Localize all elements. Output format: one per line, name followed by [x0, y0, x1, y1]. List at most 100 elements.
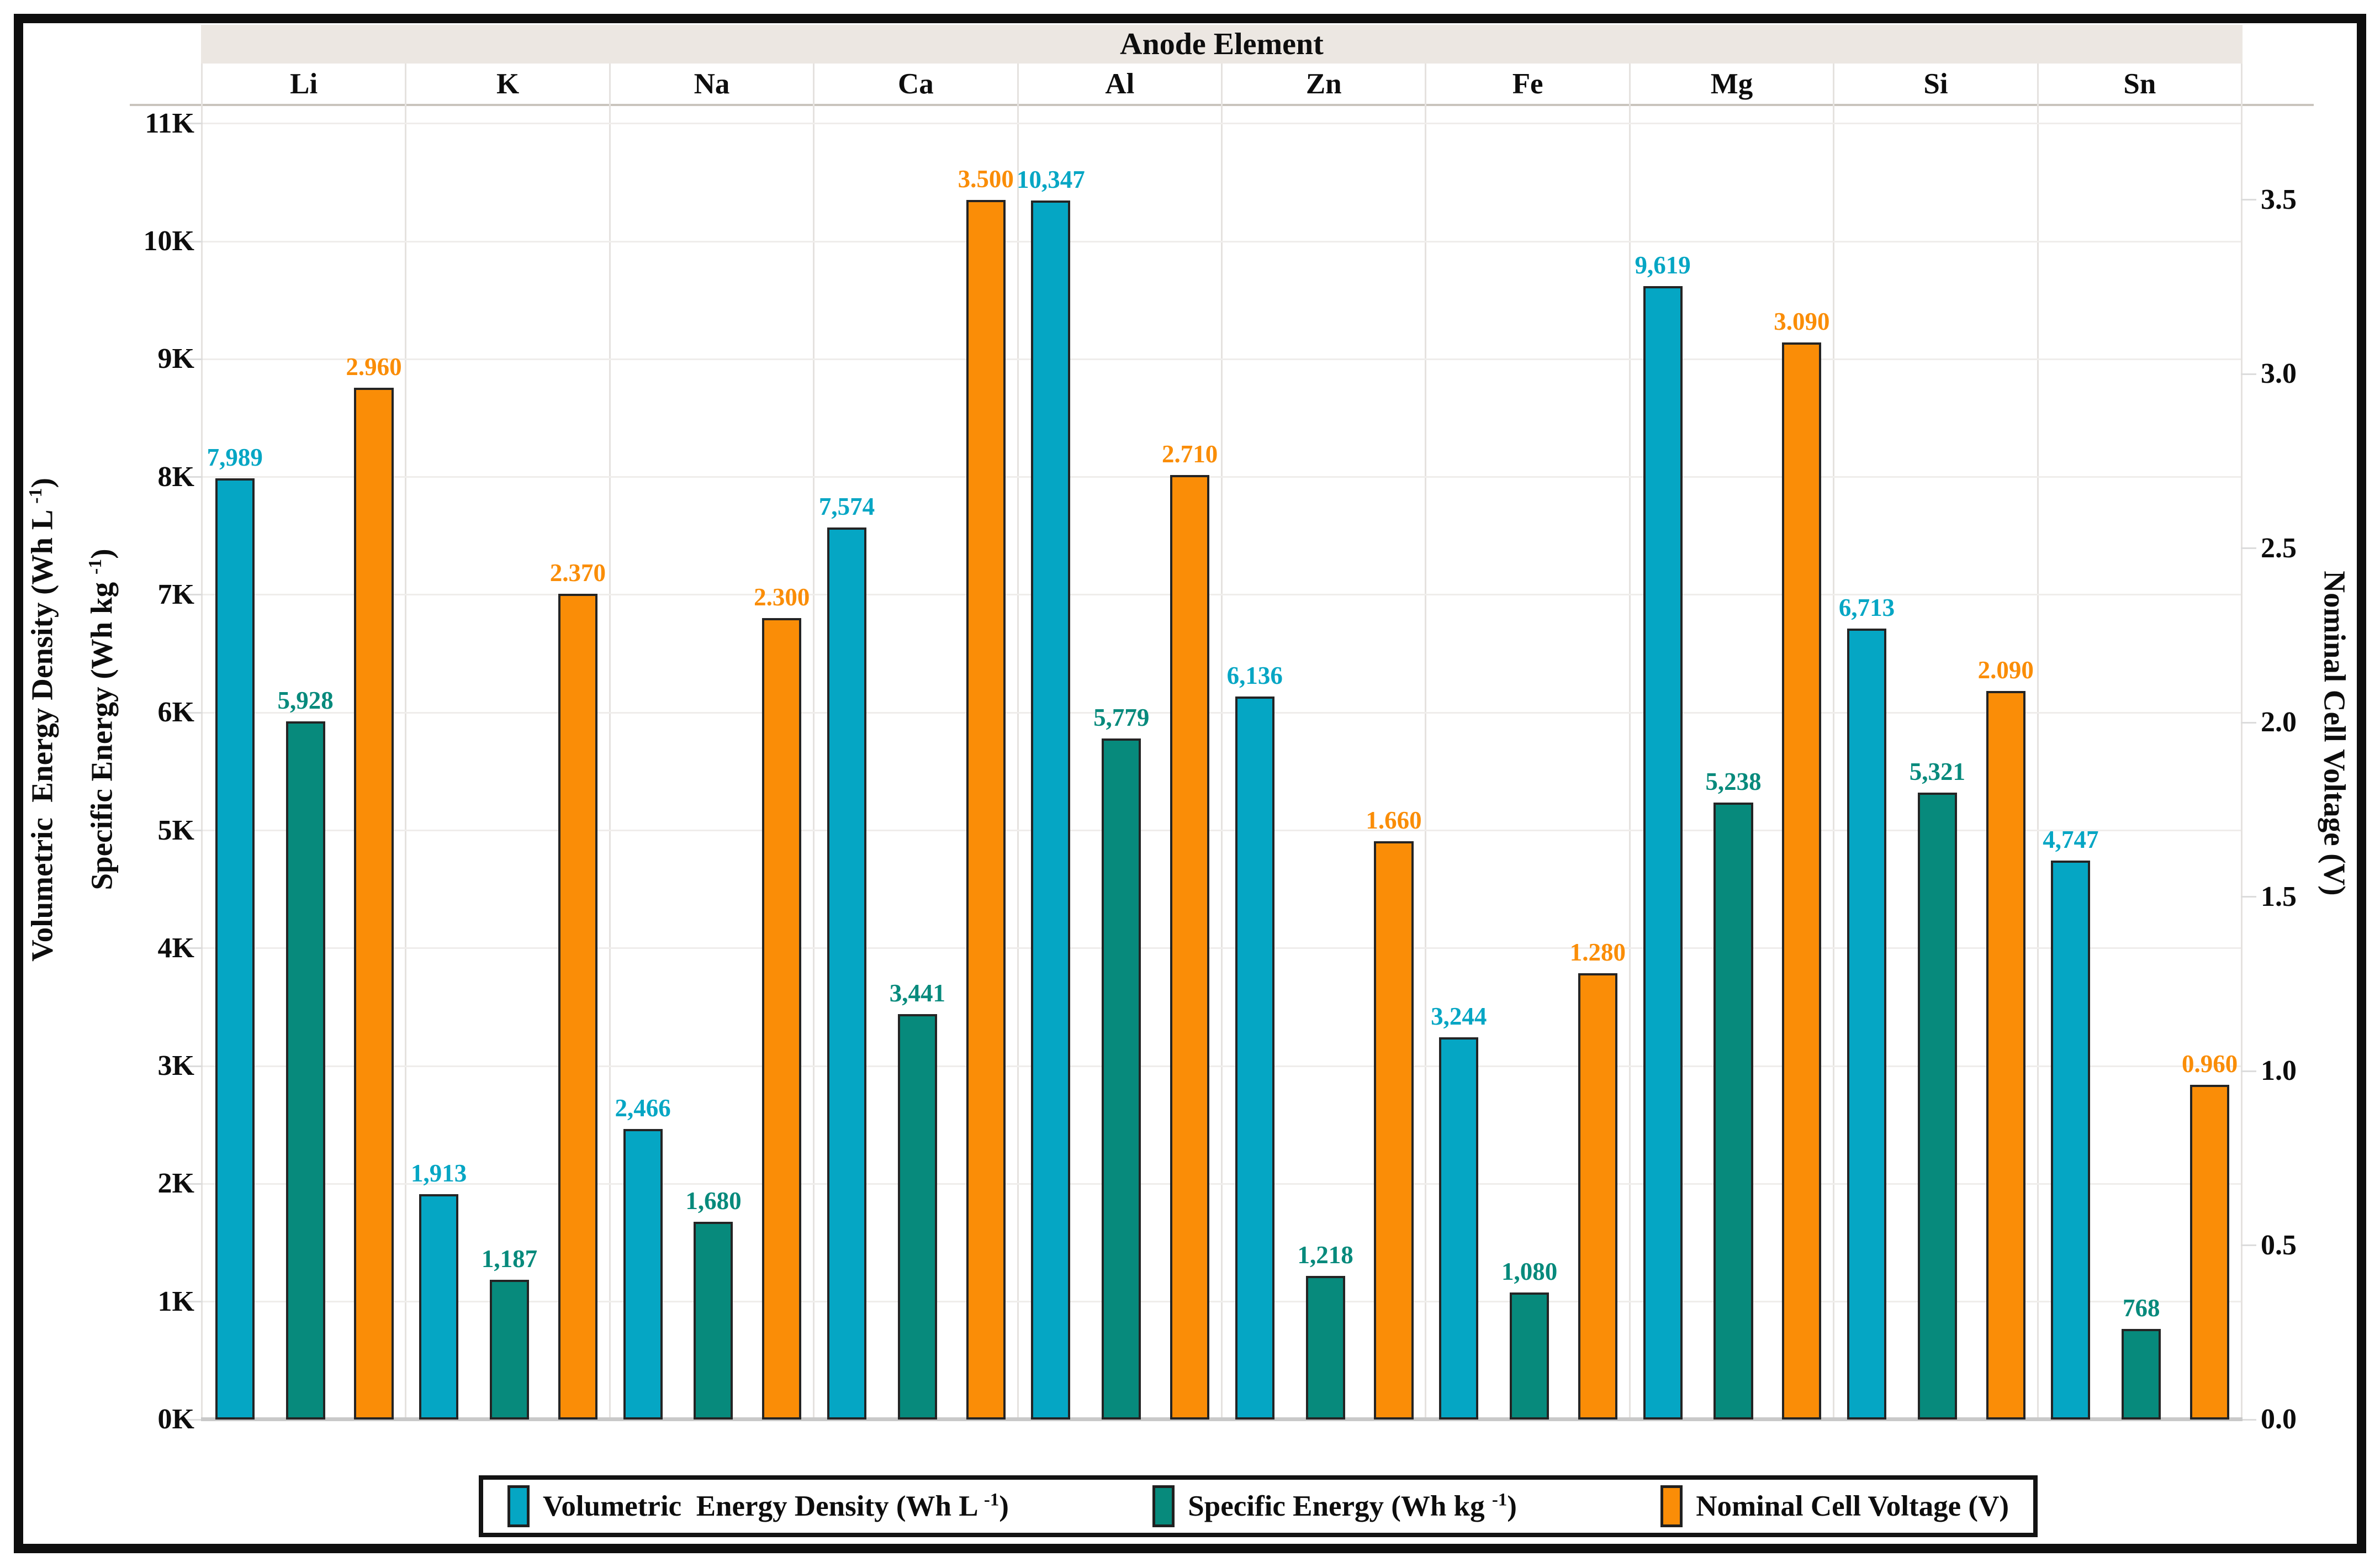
gridline-7k — [203, 594, 2241, 596]
value-label-volumetric-ca: 7,574 — [818, 493, 875, 520]
value-label-voltage-al: 2.710 — [1161, 440, 1218, 468]
legend-swatch-volumetric-icon — [507, 1485, 530, 1527]
value-label-specific-sn: 768 — [2123, 1294, 2160, 1322]
column-si: 6,713 5,321 2.090 — [1833, 104, 2037, 1420]
left-axis-title-volumetric-sup: -1 — [25, 488, 46, 504]
value-label-volumetric-sn: 4,747 — [2043, 826, 2099, 853]
category-header-k: K — [405, 64, 609, 104]
left-tick-mark-7k — [177, 594, 203, 596]
gridline-6k — [203, 711, 2241, 714]
bar-voltage-al — [1170, 475, 1210, 1420]
bar-volumetric-k — [419, 1194, 459, 1420]
value-label-specific-si: 5,321 — [1909, 758, 1965, 785]
value-label-volumetric-al: 10,347 — [1017, 166, 1085, 193]
gridline-4k — [203, 947, 2241, 949]
left-tick-10k: 10K — [143, 225, 194, 257]
right-tick-2.0: 2.0 — [2261, 706, 2297, 738]
left-tick-mark-6k — [177, 711, 203, 714]
right-tick-mark-1.0 — [2241, 1070, 2256, 1072]
legend-label-voltage: Nominal Cell Voltage (V) — [1696, 1490, 2009, 1523]
right-tick-mark-1.5 — [2241, 896, 2256, 898]
category-header-zn: Zn — [1221, 64, 1425, 104]
right-tick-mark-0.5 — [2241, 1244, 2256, 1247]
value-label-specific-li: 5,928 — [277, 687, 334, 714]
bar-voltage-k — [558, 594, 597, 1420]
right-tick-mark-3.0 — [2241, 373, 2256, 375]
legend-item-voltage: Nominal Cell Voltage (V) — [1660, 1485, 2009, 1527]
gridline-11k — [203, 123, 2241, 125]
x-axis-baseline — [201, 1417, 2243, 1421]
bar-voltage-fe — [1578, 973, 1617, 1420]
category-header-si: Si — [1833, 64, 2037, 104]
left-tick-5k: 5K — [157, 814, 194, 846]
legend-label-volumetric-sup: -1 — [983, 1490, 999, 1510]
column-ca: 7,574 3,441 3.500 — [813, 104, 1017, 1420]
category-header-fe: Fe — [1425, 64, 1628, 104]
category-header-na: Na — [609, 64, 813, 104]
bar-voltage-li — [354, 388, 394, 1420]
right-tick-mark-3.5 — [2241, 199, 2256, 201]
value-label-voltage-si: 2.090 — [1977, 656, 2034, 684]
bar-specific-li — [285, 721, 325, 1420]
left-tick-mark-2k — [177, 1183, 203, 1185]
value-label-voltage-sn: 0.960 — [2182, 1050, 2238, 1078]
bar-voltage-ca — [966, 200, 1006, 1420]
bar-specific-si — [1917, 793, 1957, 1420]
gridline-1k — [203, 1301, 2241, 1303]
right-axis-title-text: Nominal Cell Voltage (V) — [2318, 571, 2352, 896]
value-label-volumetric-na: 2,466 — [615, 1094, 671, 1122]
left-tick-8k: 8K — [157, 461, 194, 493]
left-tick-mark-11k — [177, 123, 203, 125]
bar-volumetric-ca — [827, 527, 866, 1420]
legend-item-volumetric: Volumetric Energy Density (Wh L -1) — [507, 1485, 1009, 1527]
column-zn: 6,136 1,218 1.660 — [1221, 104, 1425, 1420]
bar-specific-k — [489, 1280, 530, 1420]
left-tick-4k: 4K — [157, 932, 194, 964]
column-fe: 3,244 1,080 1.280 — [1425, 104, 1628, 1420]
value-label-volumetric-si: 6,713 — [1838, 594, 1895, 621]
value-label-voltage-zn: 1.660 — [1366, 806, 1422, 834]
value-label-volumetric-mg: 9,619 — [1635, 251, 1691, 279]
gridline-10k — [203, 240, 2241, 242]
column-k: 1,913 1,187 2.370 — [405, 104, 609, 1420]
left-tick-2k: 2K — [157, 1168, 194, 1200]
value-label-volumetric-k: 1,913 — [411, 1159, 467, 1187]
category-header-li: Li — [290, 67, 318, 100]
bar-specific-zn — [1305, 1276, 1345, 1420]
left-axis-title-specific-suffix: ) — [84, 548, 119, 559]
legend-swatch-specific-icon — [1152, 1485, 1175, 1527]
category-header-row: Li K Na Ca Al Zn Fe Mg Si Sn — [201, 64, 2243, 104]
left-tick-mark-0k — [177, 1418, 203, 1421]
left-tick-6k: 6K — [157, 697, 194, 729]
left-tick-mark-3k — [177, 1065, 203, 1067]
legend-label-specific-sup: -1 — [1492, 1490, 1508, 1510]
left-tick-11k: 11K — [145, 107, 194, 139]
column-mg: 9,619 5,238 3.090 — [1628, 104, 1833, 1420]
left-tick-mark-4k — [177, 947, 203, 949]
bar-specific-al — [1102, 738, 1141, 1420]
bar-volumetric-li — [215, 478, 255, 1420]
left-axis-title-specific: Specific Energy (Wh kg -1) — [50, 548, 154, 920]
legend-label-volumetric-text: Volumetric Energy Density (Wh L — [543, 1490, 984, 1522]
right-tick-mark-2.0 — [2241, 721, 2256, 724]
columns-container: 7,989 5,928 2.960 1,913 1,187 2.370 2,466 1,680… — [203, 104, 2241, 1420]
legend-label-volumetric: Volumetric Energy Density (Wh L -1) — [543, 1490, 1009, 1523]
value-label-specific-na: 1,680 — [685, 1187, 742, 1215]
value-label-voltage-fe: 1.280 — [1569, 938, 1626, 966]
right-tick-3.0: 3.0 — [2261, 358, 2297, 390]
bar-volumetric-si — [1847, 629, 1887, 1420]
bar-volumetric-al — [1031, 201, 1071, 1420]
legend-label-voltage-text: Nominal Cell Voltage (V) — [1696, 1490, 2009, 1522]
bar-specific-na — [694, 1222, 733, 1420]
bar-volumetric-mg — [1643, 286, 1683, 1420]
legend-label-specific: Specific Energy (Wh kg -1) — [1188, 1490, 1517, 1523]
bar-volumetric-na — [623, 1129, 663, 1420]
gridline-9k — [203, 358, 2241, 360]
column-sn: 4,747 768 0.960 — [2037, 104, 2241, 1420]
gridline-5k — [203, 830, 2241, 832]
left-axis-title-specific-sup: -1 — [85, 558, 106, 575]
category-header-mg: Mg — [1628, 64, 1833, 104]
bar-volumetric-fe — [1439, 1037, 1479, 1420]
value-label-voltage-na: 2.300 — [754, 583, 810, 611]
